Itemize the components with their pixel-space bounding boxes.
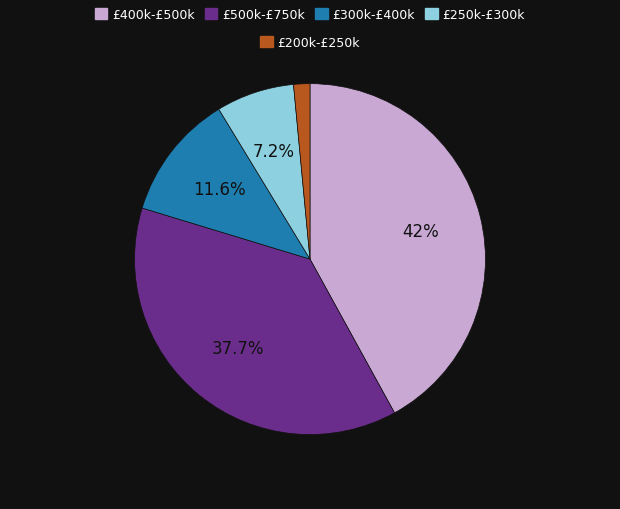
Text: 37.7%: 37.7% xyxy=(212,339,264,357)
Wedge shape xyxy=(293,84,310,260)
Text: 42%: 42% xyxy=(402,222,439,240)
Wedge shape xyxy=(135,209,394,435)
Text: 11.6%: 11.6% xyxy=(193,181,246,199)
Text: 7.2%: 7.2% xyxy=(253,143,295,160)
Legend: £400k-£500k, £500k-£750k, £300k-£400k, £250k-£300k: £400k-£500k, £500k-£750k, £300k-£400k, £… xyxy=(95,9,525,22)
Wedge shape xyxy=(310,84,485,413)
Wedge shape xyxy=(142,110,310,260)
Legend: £200k-£250k: £200k-£250k xyxy=(260,37,360,50)
Wedge shape xyxy=(219,86,310,260)
